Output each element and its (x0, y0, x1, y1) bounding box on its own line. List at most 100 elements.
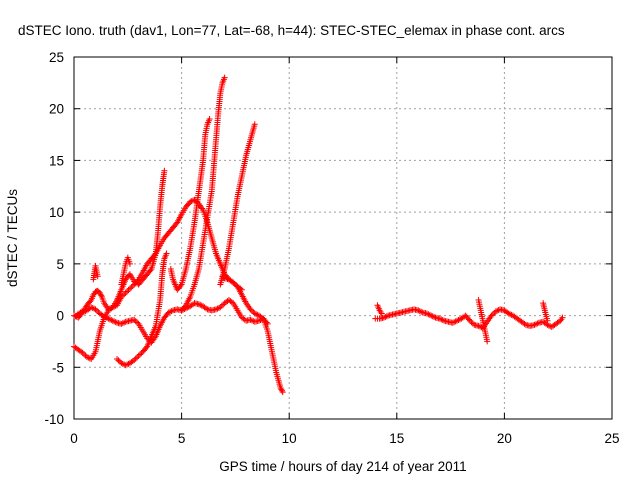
y-axis-label: dSTEC / TECUs (5, 189, 20, 287)
data-point (126, 260, 133, 267)
data-point (138, 350, 145, 357)
data-point (465, 316, 472, 323)
data-point (228, 299, 235, 306)
data-point (86, 355, 93, 362)
y-tick-label: 0 (56, 309, 64, 324)
y-tick-label: 20 (49, 102, 64, 117)
data-point (279, 389, 286, 396)
data-point (418, 308, 425, 315)
data-point (97, 291, 104, 298)
chart-title: dSTEC Iono. truth (dav1, Lon=77, Lat=-68… (18, 23, 565, 38)
data-point (217, 304, 224, 311)
data-point (129, 282, 136, 289)
data-point (277, 384, 284, 391)
data-point (251, 121, 258, 128)
data-point (88, 304, 95, 311)
data-point (114, 356, 121, 363)
data-point (247, 316, 254, 323)
data-series (90, 262, 101, 283)
data-point (416, 308, 423, 315)
data-point (423, 310, 430, 317)
data-point (106, 305, 113, 312)
data-point (531, 321, 538, 328)
data-point (197, 301, 204, 308)
data-point (195, 301, 202, 308)
data-point (439, 317, 446, 324)
data-point (82, 304, 89, 311)
data-point (167, 308, 174, 315)
data-point (163, 250, 170, 257)
data-point (507, 311, 514, 318)
data-point (248, 307, 255, 314)
data-point (111, 318, 118, 325)
data-point (426, 311, 433, 318)
data-point (431, 313, 438, 320)
data-series (167, 116, 213, 293)
y-tick-label: -10 (44, 412, 64, 427)
data-point (122, 362, 129, 369)
data-series (372, 306, 566, 331)
data-point (452, 318, 459, 325)
data-point (221, 74, 228, 81)
data-point (165, 309, 172, 316)
data-point (98, 292, 105, 299)
data-point (79, 349, 86, 356)
data-point (190, 197, 197, 204)
y-tick-label: -5 (52, 360, 64, 375)
data-point (449, 319, 456, 326)
data-point (126, 285, 133, 292)
data-point (108, 317, 115, 324)
data-point (247, 306, 254, 313)
data-point (251, 310, 258, 317)
data-point (230, 279, 237, 286)
data-point (118, 360, 125, 367)
grid (74, 57, 612, 419)
data-point (220, 274, 227, 281)
data-point (124, 361, 131, 368)
data-point (455, 317, 462, 324)
data-point (112, 319, 119, 326)
data-point (124, 288, 131, 295)
data-point (93, 307, 100, 314)
data-point (494, 307, 501, 314)
y-tick-label: 10 (49, 205, 64, 220)
data-point (168, 308, 175, 315)
data-point (92, 306, 99, 313)
data-series (73, 167, 168, 319)
data-point (505, 310, 512, 317)
data-point (559, 314, 566, 321)
y-tick-label: 5 (56, 257, 64, 272)
data-point (122, 289, 129, 296)
data-series (118, 254, 133, 288)
x-tick-label: 0 (70, 431, 78, 446)
data-point (81, 306, 88, 313)
data-point (161, 167, 168, 174)
data-point (119, 320, 126, 327)
data-point (468, 319, 475, 326)
data-point (555, 318, 562, 325)
data-series (178, 74, 228, 314)
data-point (438, 316, 445, 323)
data-point (118, 320, 125, 327)
data-point (492, 308, 499, 315)
data-point (429, 313, 436, 320)
data-point (534, 320, 541, 327)
data-point (119, 360, 126, 367)
x-tick-label: 20 (497, 431, 512, 446)
data-series (114, 250, 170, 369)
data-point (128, 284, 135, 291)
data-point (105, 306, 112, 313)
data-point (202, 305, 209, 312)
data-point (121, 291, 128, 298)
data-point (489, 311, 496, 318)
data-series (219, 273, 245, 293)
data-point (177, 282, 184, 289)
data-point (436, 315, 443, 322)
data-series (217, 121, 258, 288)
data-point (132, 318, 139, 325)
data-point (488, 312, 495, 319)
data-point (147, 267, 154, 274)
data-point (278, 386, 285, 393)
x-tick-label: 5 (178, 431, 186, 446)
data-point (109, 317, 116, 324)
